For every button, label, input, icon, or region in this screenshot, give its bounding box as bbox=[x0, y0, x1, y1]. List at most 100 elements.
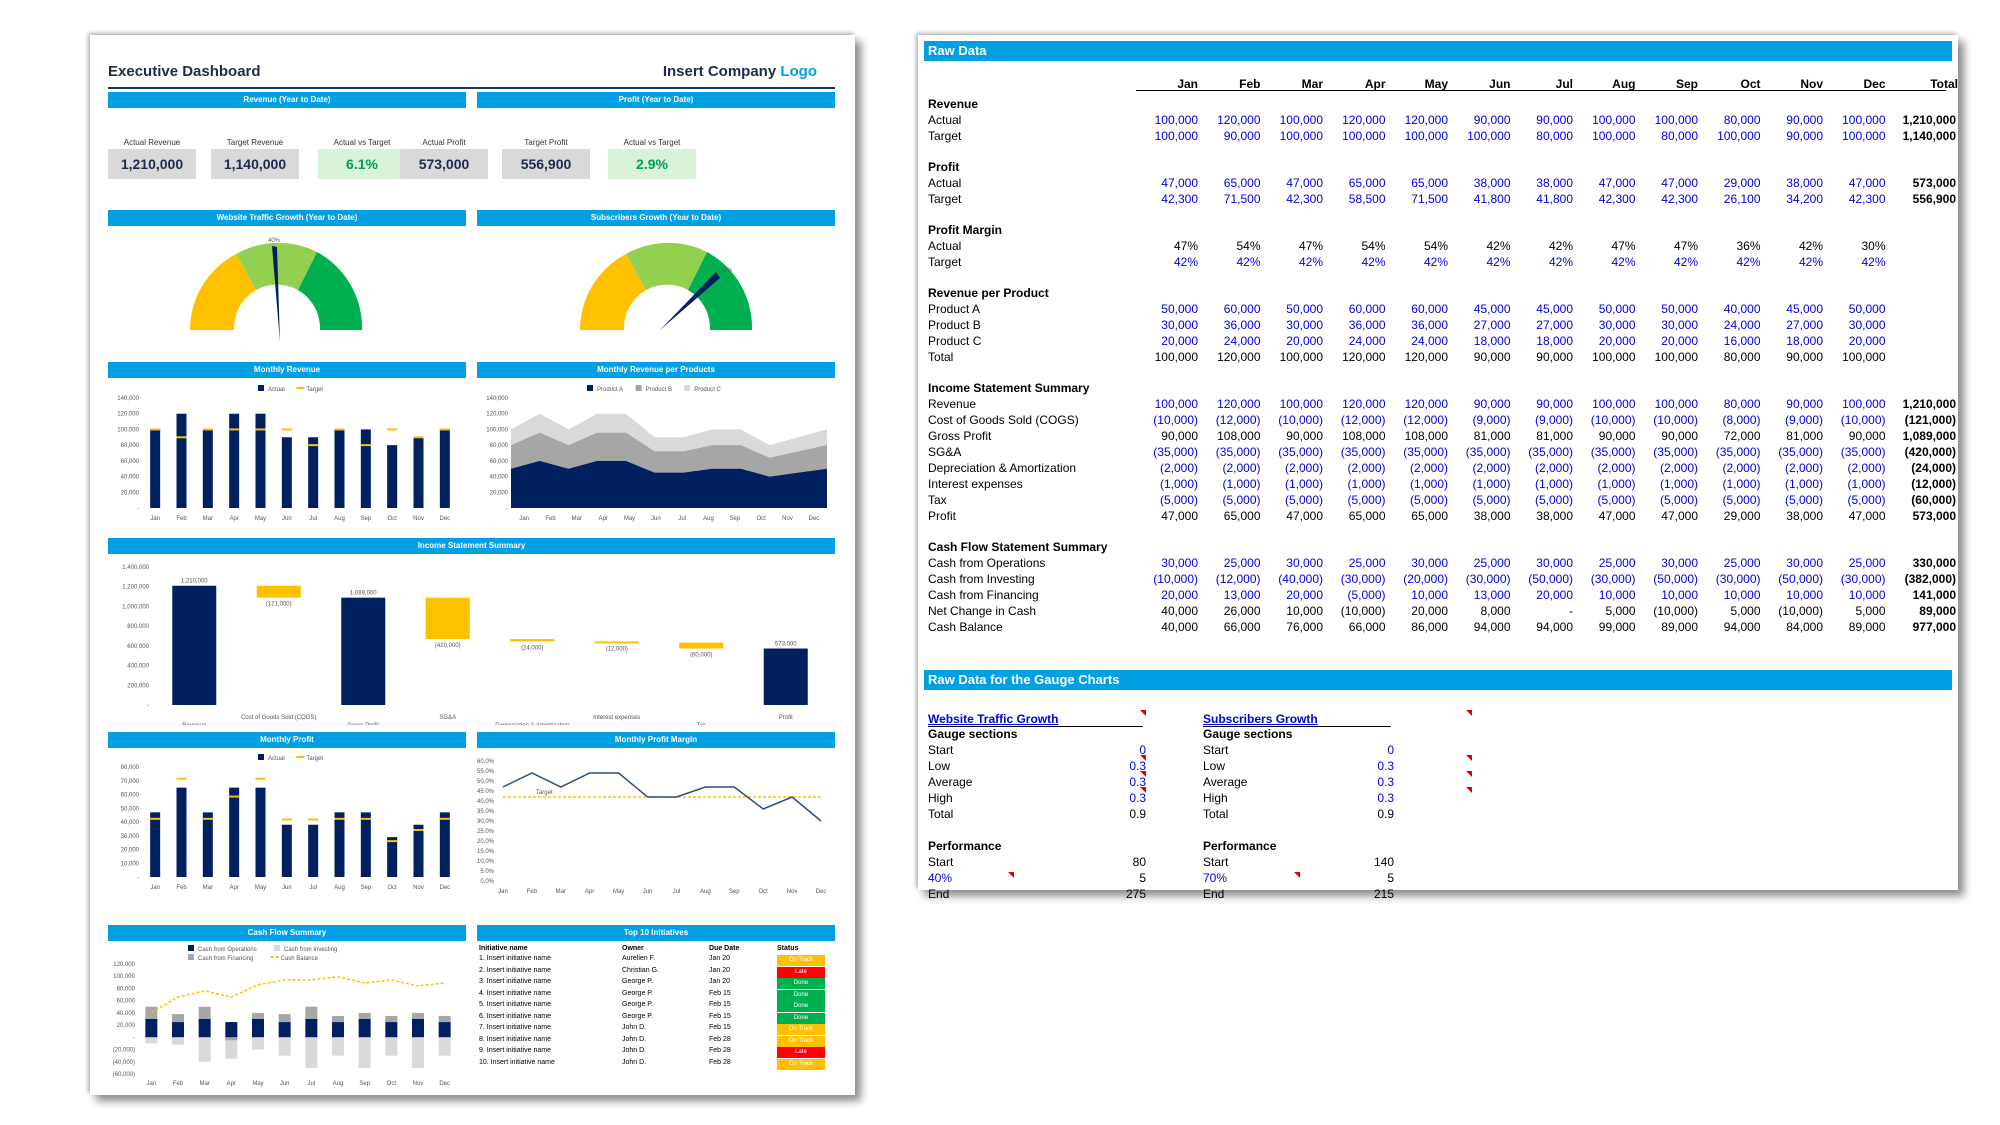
gauge-row-value: 0.3 bbox=[1377, 791, 1394, 805]
value-cell: 30,000 bbox=[1536, 556, 1573, 570]
bar-actual bbox=[413, 824, 424, 877]
value-cell: 81,000 bbox=[1473, 429, 1511, 443]
value-cell: 47,000 bbox=[1598, 509, 1636, 523]
value-cell: 42,300 bbox=[1848, 192, 1886, 206]
value-cell: 25,000 bbox=[1348, 556, 1386, 570]
value-cell: (2,000) bbox=[1472, 461, 1511, 475]
x-tick-label: Jul bbox=[309, 885, 317, 891]
value-cell: 47,000 bbox=[1661, 176, 1698, 190]
value-cell: 27,000 bbox=[1536, 318, 1573, 332]
value-cell: 50,000 bbox=[1598, 302, 1636, 316]
value-cell: 42% bbox=[1236, 255, 1261, 269]
kpi-value: 6.1% bbox=[318, 149, 406, 179]
area-product-b bbox=[511, 432, 827, 477]
value-cell: 100,000 bbox=[1467, 129, 1511, 143]
area-product-a bbox=[511, 460, 827, 508]
total-cell: 1,210,000 bbox=[1902, 397, 1956, 411]
waterfall-bar bbox=[510, 639, 555, 642]
value-cell: (10,000) bbox=[1340, 604, 1386, 618]
value-cell: 20,000 bbox=[1598, 334, 1636, 348]
y-tick-label: - bbox=[137, 506, 139, 512]
value-cell: (35,000) bbox=[1278, 445, 1323, 459]
waterfall-bar bbox=[341, 597, 386, 705]
y-tick-label: 140,000 bbox=[486, 396, 508, 402]
value-cell: 120,000 bbox=[1342, 397, 1386, 411]
y-tick-label: 5.0% bbox=[480, 869, 494, 875]
value-cell: 80,000 bbox=[1723, 350, 1761, 364]
waterfall-bar bbox=[172, 585, 217, 705]
value-cell: 36,000 bbox=[1411, 318, 1448, 332]
value-cell: (2,000) bbox=[1847, 461, 1886, 475]
value-cell: (5,000) bbox=[1597, 493, 1636, 507]
value-cell: 65,000 bbox=[1348, 176, 1386, 190]
value-cell: - bbox=[1569, 604, 1573, 618]
row-label: Cash from Operations bbox=[928, 556, 1046, 570]
performance-label: 70% bbox=[1203, 871, 1228, 885]
y-tick-label: 60,000 bbox=[117, 999, 136, 1005]
performance-value: 5 bbox=[1387, 871, 1394, 885]
value-cell: 20,000 bbox=[1286, 334, 1323, 348]
value-cell: 25,000 bbox=[1473, 556, 1511, 570]
gauge-title: Website Traffic Growth bbox=[928, 712, 1059, 726]
raw-data-sheet: Raw Data Jan Feb Mar Apr May Jun Jul Aug Sep Oct N… bbox=[918, 35, 1958, 901]
x-tick-label: Sep bbox=[360, 516, 371, 522]
value-cell: 20,000 bbox=[1161, 588, 1198, 602]
value-cell: 80,000 bbox=[1536, 129, 1573, 143]
total-cell: 1,210,000 bbox=[1902, 113, 1956, 127]
total-cell: 89,000 bbox=[1919, 604, 1956, 618]
initiatives-cell: 4. Insert initiative name bbox=[479, 989, 551, 997]
value-cell: (1,000) bbox=[1472, 477, 1511, 491]
gauge-data-header: Raw Data for the Gauge Charts bbox=[924, 670, 1952, 690]
row-label: Target bbox=[928, 255, 962, 269]
y-tick-label: 30.0% bbox=[477, 819, 495, 825]
value-cell: 50,000 bbox=[1286, 302, 1323, 316]
total-cell: 141,000 bbox=[1912, 588, 1956, 602]
dashboard-sheet: Executive Dashboard Insert Company Logo … bbox=[90, 35, 855, 1095]
value-cell: 86,000 bbox=[1411, 620, 1448, 634]
value-cell: 100,000 bbox=[1404, 129, 1448, 143]
value-cell: (2,000) bbox=[1597, 461, 1636, 475]
x-tick-label: Jul bbox=[307, 1081, 315, 1087]
value-cell: 38,000 bbox=[1786, 176, 1823, 190]
value-cell: 42,300 bbox=[1661, 192, 1698, 206]
section-profit-ytd: Profit (Year to Date) bbox=[477, 92, 835, 108]
initiatives-cell: 1. Insert initiative name bbox=[479, 955, 551, 962]
section-title: Revenue per Product bbox=[928, 286, 1049, 300]
value-cell: 100,000 bbox=[1154, 113, 1198, 127]
bar-actual bbox=[439, 812, 450, 877]
value-cell: 30,000 bbox=[1161, 556, 1198, 570]
value-cell: 30,000 bbox=[1598, 318, 1636, 332]
value-cell: 94,000 bbox=[1723, 620, 1761, 634]
value-cell: 120,000 bbox=[1404, 350, 1448, 364]
value-cell: 30,000 bbox=[1848, 318, 1886, 332]
initiatives-header: Initiative name bbox=[479, 945, 528, 952]
raw-data-header: Raw Data bbox=[924, 41, 1952, 61]
legend-swatch bbox=[635, 385, 642, 391]
cash-bar bbox=[252, 1019, 264, 1038]
cash-bar bbox=[252, 1037, 264, 1050]
value-cell: 54% bbox=[1236, 239, 1261, 253]
value-cell: (2,000) bbox=[1159, 461, 1198, 475]
value-cell: 47,000 bbox=[1286, 176, 1323, 190]
y-tick-label: 80,000 bbox=[490, 443, 509, 449]
kpi-label: Actual Revenue bbox=[123, 138, 181, 147]
initiatives-cell: 9. Insert initiative name bbox=[479, 1047, 551, 1054]
data-label: (12,000) bbox=[606, 647, 628, 653]
dashboard-title: Executive Dashboard bbox=[108, 63, 261, 80]
month-header: Total bbox=[1930, 77, 1958, 91]
initiatives-cell: John D. bbox=[622, 1035, 647, 1043]
section-monthly-revenue: Monthly Revenue bbox=[108, 362, 466, 378]
value-cell: 120,000 bbox=[1217, 397, 1261, 411]
data-label: 573,000 bbox=[775, 642, 797, 648]
value-cell: (5,000) bbox=[1347, 588, 1386, 602]
x-tick-label: Sep bbox=[360, 885, 371, 891]
cash-bar bbox=[385, 1022, 398, 1038]
initiatives-cell: George P. bbox=[622, 1012, 654, 1020]
data-label: 1,089,000 bbox=[350, 591, 377, 597]
comment-indicator bbox=[1140, 755, 1146, 761]
value-cell: 30,000 bbox=[1661, 556, 1698, 570]
bar-actual bbox=[308, 437, 319, 508]
value-cell: 76,000 bbox=[1286, 620, 1323, 634]
month-header: Jul bbox=[1555, 77, 1573, 91]
waterfall-bar bbox=[425, 597, 470, 640]
